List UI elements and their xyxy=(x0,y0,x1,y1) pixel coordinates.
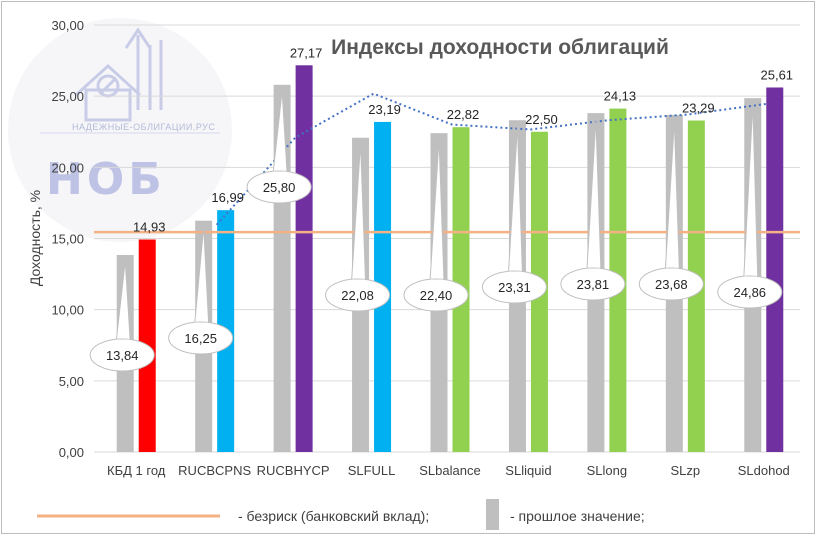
current-value-label: 23,19 xyxy=(368,102,401,117)
previous-value-label: 23,81 xyxy=(577,277,610,292)
previous-value-callout-join xyxy=(273,171,287,175)
y-axis-label: Доходность, % xyxy=(27,190,43,286)
watermark-circle xyxy=(8,18,232,242)
previous-value-callout xyxy=(325,278,391,312)
current-value-label: 16,99 xyxy=(211,190,244,205)
previous-value-callout-join xyxy=(430,279,443,283)
bar-current xyxy=(295,65,313,452)
y-tick-label: 20,00 xyxy=(51,160,84,175)
category-labels: КБД 1 год RUCBCPNS RUCBHYCP SLFULL SLbalance… xyxy=(107,463,790,478)
previous-value-label: 23,31 xyxy=(498,280,531,295)
y-tick-label: 5,00 xyxy=(59,374,84,389)
previous-value-callout xyxy=(246,170,312,204)
category-label: SLzp xyxy=(671,463,701,478)
bar-current xyxy=(766,87,784,452)
previous-value-callout-join xyxy=(508,271,522,275)
category-label: SLbalance xyxy=(419,463,480,478)
watermark-logo: НАДЕЖНЫЕ-ОБЛИГАЦИИ.РУС НОБ xyxy=(8,18,232,242)
previous-value-callout-join xyxy=(116,339,130,343)
previous-value-callout xyxy=(560,267,626,301)
previous-value-label: 24,86 xyxy=(734,285,767,300)
current-value-label: 22,50 xyxy=(525,112,558,127)
y-tick-label: 10,00 xyxy=(51,303,84,318)
y-tick-label: 15,00 xyxy=(51,232,84,247)
previous-value-label: 22,08 xyxy=(341,288,374,303)
legend: - безриск (банковский вклад); - прошлое … xyxy=(37,499,645,530)
watermark-site: НАДЕЖНЫЕ-ОБЛИГАЦИИ.РУС xyxy=(72,122,215,132)
current-value-label: 22,82 xyxy=(447,107,480,122)
current-value-label: 24,13 xyxy=(604,89,637,104)
current-value-labels: 14,93 16,99 27,17 23,19 22,82 22,50 24,13 23,29… xyxy=(133,45,793,234)
y-tick-label: 0,00 xyxy=(59,445,84,460)
previous-value-callout-join xyxy=(586,268,600,272)
previous-value-callout-join xyxy=(194,322,208,326)
category-label: SLFULL xyxy=(348,463,396,478)
y-tick-label: 25,00 xyxy=(51,89,84,104)
previous-value-label: 13,84 xyxy=(106,348,139,363)
previous-value-label: 16,25 xyxy=(184,331,217,346)
current-value-label: 25,61 xyxy=(761,67,794,82)
previous-value-callout xyxy=(638,267,704,301)
legend-label-previous: - прошлое значение; xyxy=(510,508,645,524)
previous-value-callout-join xyxy=(743,276,757,280)
current-value-label: 14,93 xyxy=(133,219,166,234)
y-tick-label: 30,00 xyxy=(51,18,84,33)
category-label: SLliquid xyxy=(505,463,551,478)
legend-label-reference: - безриск (банковский вклад); xyxy=(238,508,429,524)
current-value-label: 23,29 xyxy=(682,101,715,116)
category-label: RUCBHYCP xyxy=(257,463,330,478)
previous-value-labels: 13,84 16,25 25,80 22,08 22,40 23,31 23,81 23,68… xyxy=(89,90,783,372)
chart-title: Индексы доходности облигаций xyxy=(331,36,669,59)
category-label: SLlong xyxy=(587,463,627,478)
previous-value-callout xyxy=(89,338,155,372)
previous-value-callout-join xyxy=(665,268,679,272)
previous-value-label: 25,80 xyxy=(263,180,296,195)
y-tick-labels: 0,00 5,00 10,00 15,00 20,00 25,00 30,00 xyxy=(51,18,84,460)
legend-swatch-previous xyxy=(486,499,499,530)
category-label: SLdohod xyxy=(738,463,790,478)
previous-value-callout-join xyxy=(351,279,365,283)
trendline xyxy=(215,92,766,226)
watermark-logo-text: НОБ xyxy=(46,154,166,205)
previous-value-label: 22,40 xyxy=(420,288,453,303)
previous-value-callout xyxy=(481,270,547,304)
watermark-house-icon xyxy=(74,27,163,122)
current-value-label: 27,17 xyxy=(290,45,323,60)
category-label: КБД 1 год xyxy=(107,463,166,478)
category-label: RUCBCPNS xyxy=(178,463,251,478)
previous-value-callout xyxy=(168,321,234,355)
previous-value-callout xyxy=(403,278,469,312)
previous-value-callout xyxy=(717,275,783,309)
previous-value-label: 23,68 xyxy=(655,277,688,292)
